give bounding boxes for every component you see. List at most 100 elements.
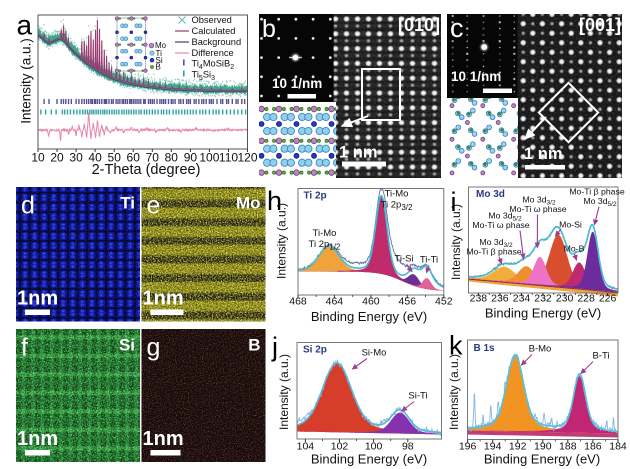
svg-text:Ti: Ti xyxy=(156,49,163,58)
svg-text:20: 20 xyxy=(50,151,64,165)
svg-text:104: 104 xyxy=(297,441,315,453)
svg-text:456: 456 xyxy=(399,296,417,308)
svg-text:Si: Si xyxy=(156,56,163,65)
svg-text:120: 120 xyxy=(237,151,257,165)
svg-text:j: j xyxy=(271,332,278,362)
svg-text:a: a xyxy=(17,10,33,41)
svg-text:234: 234 xyxy=(513,293,531,305)
svg-text:Ti 2p: Ti 2p xyxy=(304,191,327,202)
svg-text:Intensity (a.u.): Intensity (a.u.) xyxy=(277,354,291,430)
svg-text:196: 196 xyxy=(459,441,477,453)
svg-text:Ti4MoSiB2: Ti4MoSiB2 xyxy=(192,59,235,72)
svg-text:Mo-Ti β phase: Mo-Ti β phase xyxy=(466,246,522,256)
svg-text:194: 194 xyxy=(484,441,502,453)
svg-text:30: 30 xyxy=(69,151,83,165)
svg-text:1nm: 1nm xyxy=(143,428,184,450)
svg-text:Ti5Si3: Ti5Si3 xyxy=(192,70,216,83)
svg-text:Mo-Ti ω phase: Mo-Ti ω phase xyxy=(509,204,566,214)
svg-text:b: b xyxy=(262,15,276,43)
svg-text:Si 2p: Si 2p xyxy=(303,345,327,356)
svg-text:Mo-Si: Mo-Si xyxy=(559,220,582,230)
svg-text:1 nm: 1 nm xyxy=(524,145,563,163)
svg-text:Binding Energy (eV): Binding Energy (eV) xyxy=(311,309,427,324)
svg-text:Ti-Mo: Ti-Mo xyxy=(385,189,409,200)
svg-text:Observed: Observed xyxy=(192,15,232,25)
svg-text:Intensity (a.u.): Intensity (a.u.) xyxy=(275,203,289,279)
svg-text:184: 184 xyxy=(609,441,627,453)
svg-text:Mo 3d: Mo 3d xyxy=(476,189,505,200)
svg-text:460: 460 xyxy=(362,296,380,308)
svg-text:Intensity (a.u.): Intensity (a.u.) xyxy=(447,354,461,430)
svg-text:B: B xyxy=(248,336,260,355)
svg-text:236: 236 xyxy=(491,293,509,305)
svg-text:k: k xyxy=(449,331,463,361)
svg-text:Mo-Ti β phase: Mo-Ti β phase xyxy=(569,187,625,197)
svg-text:186: 186 xyxy=(584,441,602,453)
svg-text:228: 228 xyxy=(577,293,595,305)
svg-text:10 1/nm: 10 1/nm xyxy=(451,69,501,84)
svg-text:B 1s: B 1s xyxy=(474,343,496,354)
svg-text:110: 110 xyxy=(219,151,238,165)
svg-text:Binding Energy (eV): Binding Energy (eV) xyxy=(484,452,600,467)
svg-text:100: 100 xyxy=(199,151,219,165)
svg-text:452: 452 xyxy=(435,296,453,308)
svg-text:h: h xyxy=(267,186,282,216)
svg-text:226: 226 xyxy=(599,293,617,305)
svg-text:2-Theta (degree): 2-Theta (degree) xyxy=(92,162,201,178)
svg-text:c: c xyxy=(450,13,464,43)
svg-text:10: 10 xyxy=(31,151,45,165)
svg-text:102: 102 xyxy=(331,441,349,453)
svg-text:468: 468 xyxy=(289,296,307,308)
svg-text:188: 188 xyxy=(559,441,577,453)
svg-text:10 1/nm: 10 1/nm xyxy=(272,76,322,91)
svg-text:Intensity (a.u.): Intensity (a.u.) xyxy=(19,38,34,124)
svg-text:Background: Background xyxy=(192,37,242,47)
svg-text:238: 238 xyxy=(470,293,488,305)
svg-text:70: 70 xyxy=(146,151,160,165)
svg-text:Binding Energy (eV): Binding Energy (eV) xyxy=(485,306,601,321)
svg-text:Binding Energy (eV): Binding Energy (eV) xyxy=(311,452,427,467)
svg-text:Mo-Ti ω phase: Mo-Ti ω phase xyxy=(472,220,529,230)
svg-text:90: 90 xyxy=(184,151,198,165)
svg-text:Mo-B: Mo-B xyxy=(564,244,585,254)
svg-text:192: 192 xyxy=(509,441,527,453)
svg-text:60: 60 xyxy=(127,151,141,165)
svg-text:1nm: 1nm xyxy=(17,288,58,310)
svg-text:Si-Mo: Si-Mo xyxy=(362,348,387,359)
svg-text:Ti-Si: Ti-Si xyxy=(394,254,413,265)
svg-text:100: 100 xyxy=(365,441,383,453)
svg-text:e: e xyxy=(147,192,161,220)
svg-text:Mo: Mo xyxy=(236,194,261,213)
svg-text:g: g xyxy=(147,334,161,362)
svg-text:98: 98 xyxy=(402,441,414,453)
svg-text:i: i xyxy=(451,187,457,217)
svg-text:Ti: Ti xyxy=(120,194,135,213)
svg-text:Ti-Ti: Ti-Ti xyxy=(420,255,438,266)
svg-text:Si: Si xyxy=(119,336,135,355)
svg-text:190: 190 xyxy=(534,441,552,453)
svg-text:f: f xyxy=(21,334,28,362)
svg-text:40: 40 xyxy=(88,151,102,165)
svg-text:Intensity (a.u.): Intensity (a.u.) xyxy=(449,204,463,280)
svg-text:B: B xyxy=(156,63,161,72)
svg-text:Mo: Mo xyxy=(155,41,167,50)
svg-text:Calculated: Calculated xyxy=(192,26,236,36)
svg-text:B-Mo: B-Mo xyxy=(529,344,552,355)
svg-text:1nm: 1nm xyxy=(143,288,184,310)
svg-text:Si-Ti: Si-Ti xyxy=(408,391,427,402)
svg-text:50: 50 xyxy=(108,151,122,165)
svg-text:B-Ti: B-Ti xyxy=(592,351,609,362)
svg-text:464: 464 xyxy=(326,296,344,308)
svg-text:[001]: [001] xyxy=(579,15,621,35)
svg-text:Difference: Difference xyxy=(192,48,234,58)
svg-text:232: 232 xyxy=(534,293,552,305)
svg-text:Ti-Mo: Ti-Mo xyxy=(313,228,337,239)
svg-text:1nm: 1nm xyxy=(17,428,58,450)
svg-text:1 nm: 1 nm xyxy=(339,144,378,162)
svg-text:230: 230 xyxy=(556,293,574,305)
svg-text:80: 80 xyxy=(165,151,179,165)
svg-text:Ti 2p1/2: Ti 2p1/2 xyxy=(309,239,341,252)
svg-text:d: d xyxy=(21,192,35,220)
svg-text:[010]: [010] xyxy=(398,15,440,35)
svg-text:Ti 2p3/2: Ti 2p3/2 xyxy=(381,200,413,213)
